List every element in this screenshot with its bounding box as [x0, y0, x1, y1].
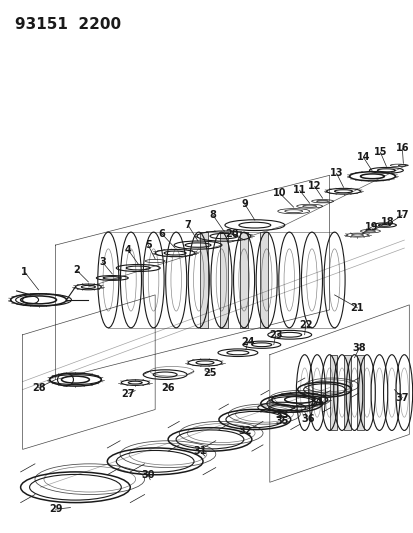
Text: 9: 9	[241, 199, 248, 209]
Text: 1: 1	[21, 267, 28, 277]
Text: 22: 22	[298, 320, 312, 330]
Text: 21: 21	[350, 303, 363, 313]
Text: 24: 24	[240, 337, 254, 347]
Text: 29: 29	[49, 504, 62, 514]
Text: 23: 23	[268, 330, 282, 340]
Text: 25: 25	[203, 368, 216, 378]
Text: 36: 36	[300, 415, 313, 424]
Text: 17: 17	[395, 210, 408, 220]
Text: 6: 6	[159, 229, 165, 239]
FancyBboxPatch shape	[239, 232, 247, 328]
Text: 19: 19	[364, 222, 377, 232]
Text: 4: 4	[125, 245, 131, 255]
Text: 14: 14	[356, 152, 369, 163]
Text: 27: 27	[121, 389, 135, 399]
Text: 8: 8	[209, 210, 216, 220]
Text: 34: 34	[308, 397, 322, 407]
FancyBboxPatch shape	[357, 354, 363, 431]
Text: 35: 35	[274, 416, 288, 426]
Text: 7: 7	[184, 220, 191, 230]
Text: 93151  2200: 93151 2200	[14, 17, 121, 32]
Text: 3: 3	[99, 257, 105, 267]
Text: 20: 20	[225, 229, 238, 239]
Text: 13: 13	[329, 168, 342, 179]
Text: 18: 18	[380, 217, 393, 227]
Text: 28: 28	[32, 383, 45, 393]
Text: 10: 10	[272, 188, 286, 198]
FancyBboxPatch shape	[219, 232, 228, 328]
Text: 31: 31	[193, 446, 206, 456]
FancyBboxPatch shape	[259, 232, 267, 328]
FancyBboxPatch shape	[199, 232, 207, 328]
Text: 30: 30	[141, 470, 154, 480]
Text: 15: 15	[373, 148, 386, 157]
Text: 16: 16	[395, 143, 408, 154]
Text: 2: 2	[73, 265, 80, 275]
FancyBboxPatch shape	[329, 354, 336, 431]
Text: 32: 32	[237, 426, 251, 437]
Text: 5: 5	[145, 240, 151, 250]
Text: 38: 38	[352, 343, 366, 353]
Text: 12: 12	[307, 181, 320, 191]
FancyBboxPatch shape	[343, 354, 350, 431]
Text: 37: 37	[395, 393, 408, 402]
Text: 26: 26	[161, 383, 174, 393]
Text: 11: 11	[292, 185, 306, 195]
Text: 33: 33	[274, 410, 288, 421]
